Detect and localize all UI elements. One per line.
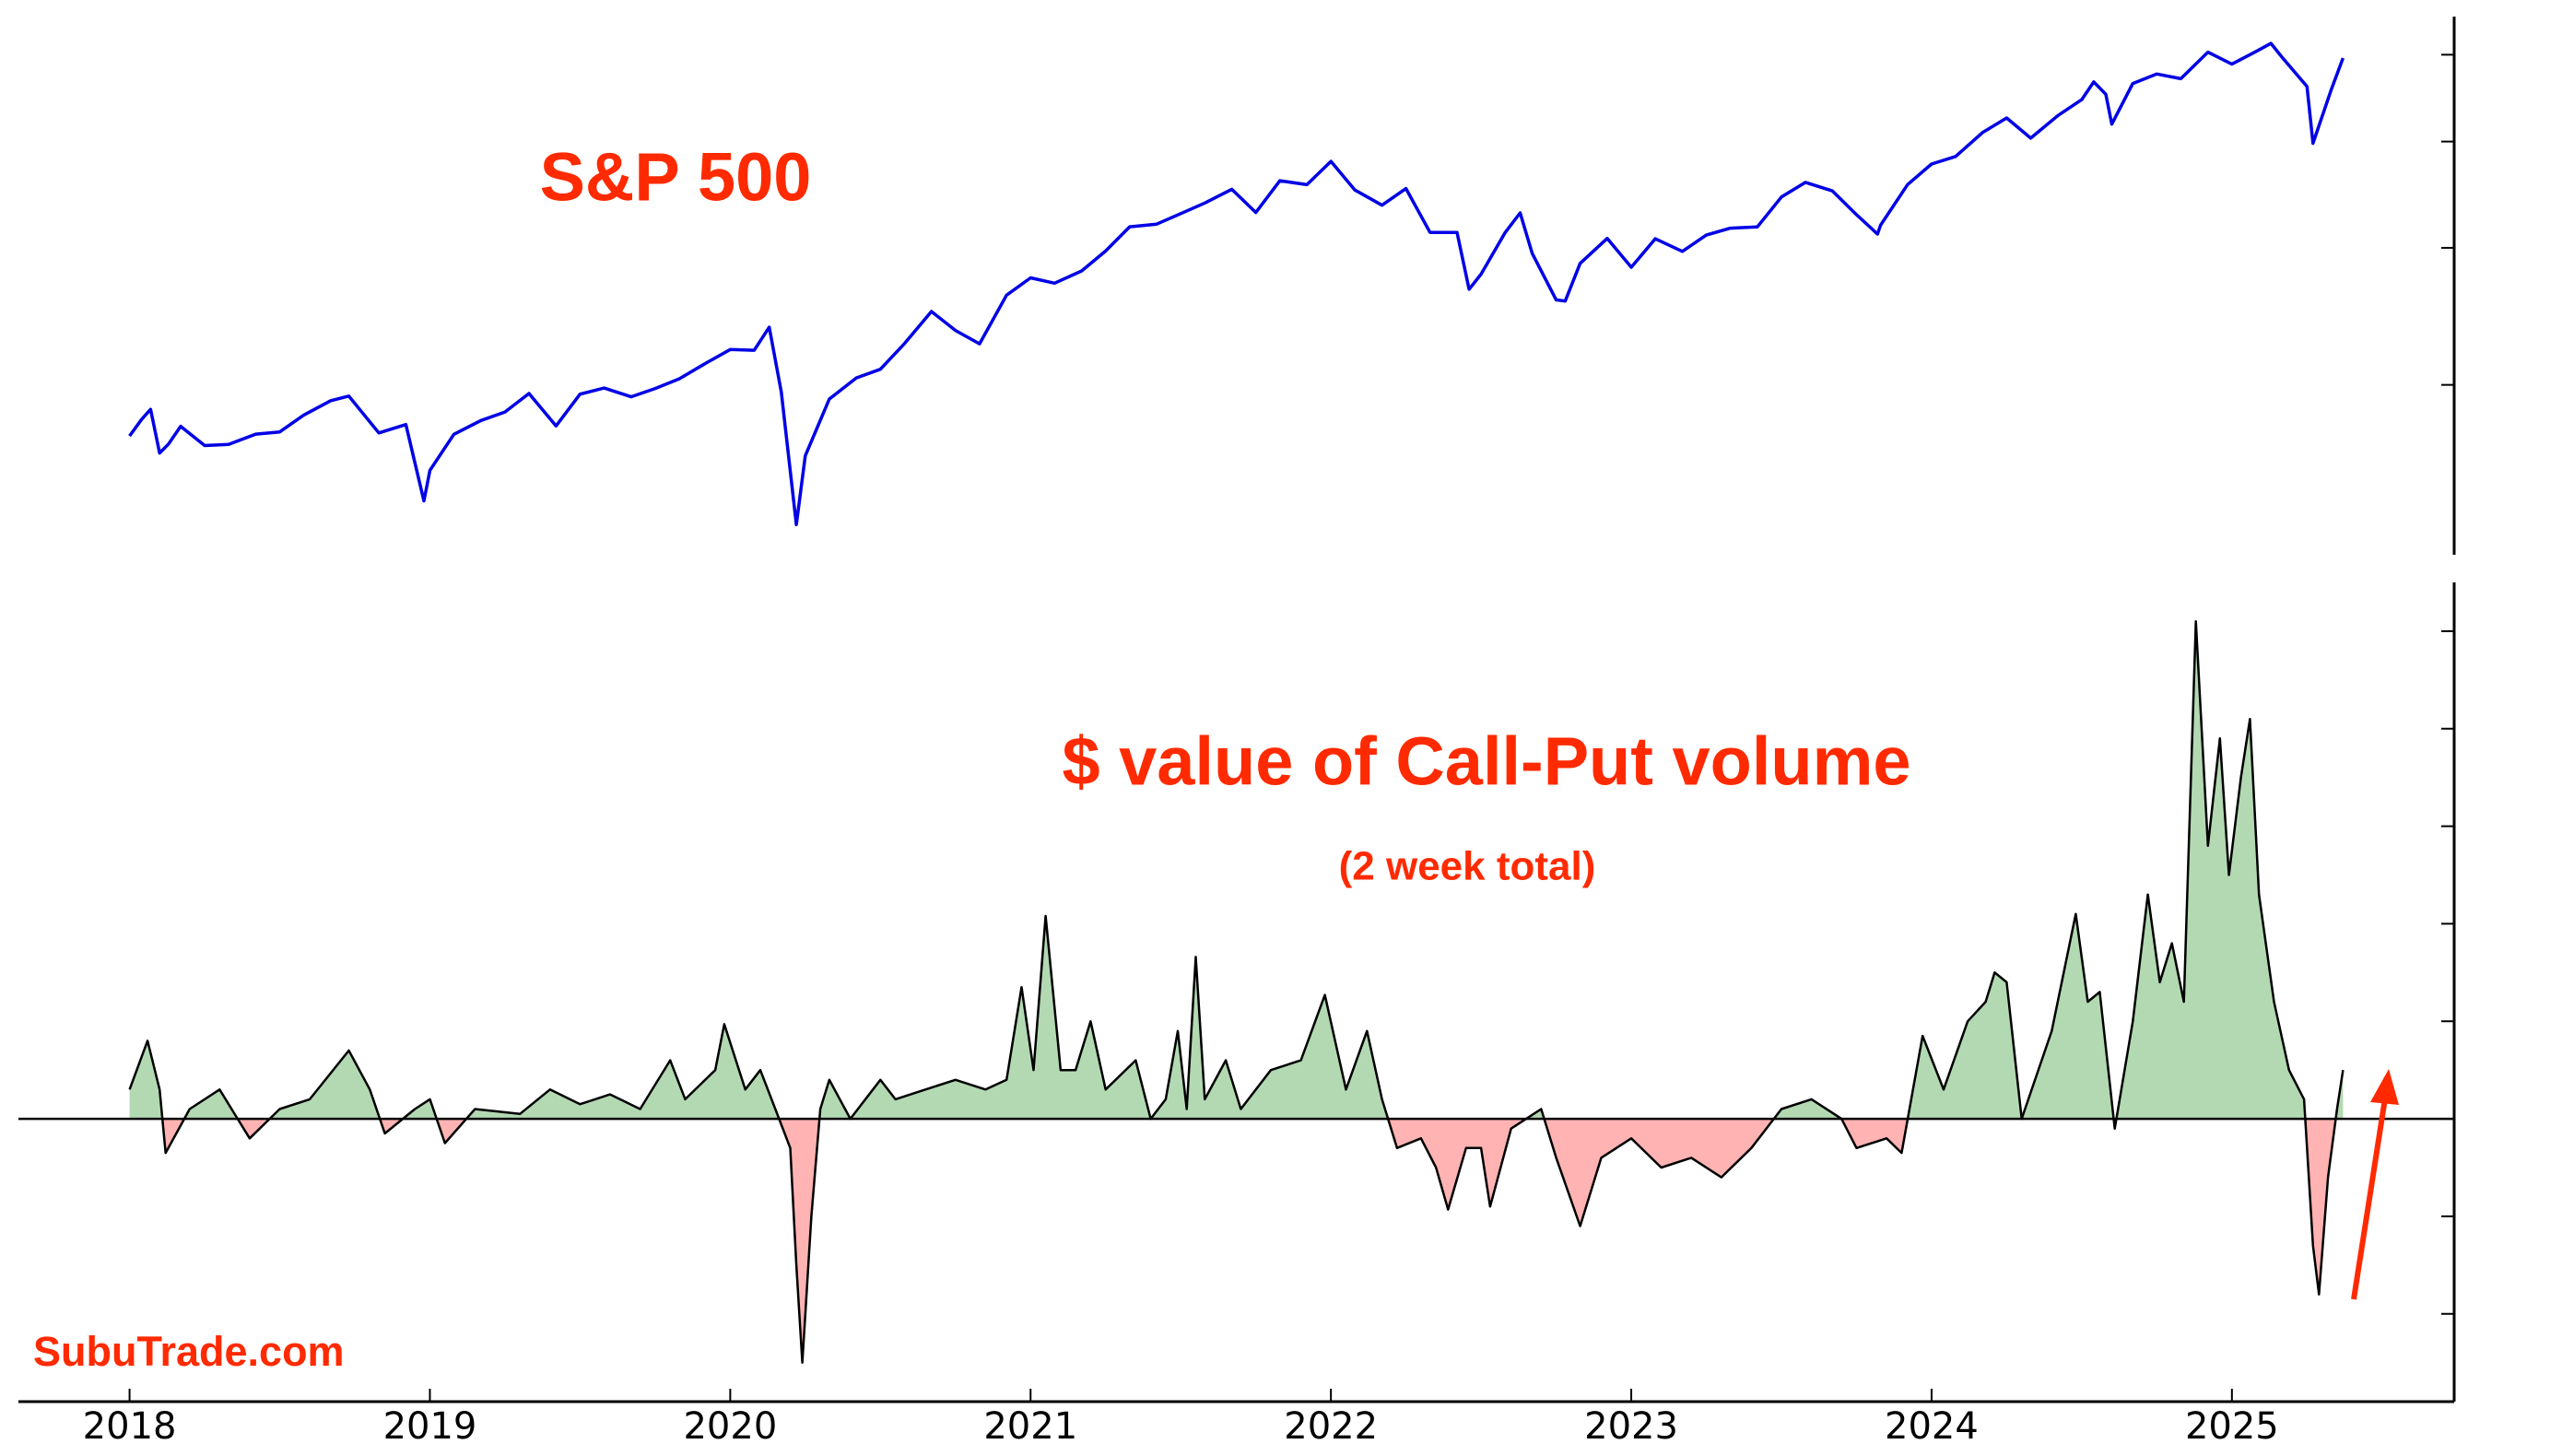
x-tick-label: 2021 (983, 1405, 1077, 1448)
sp500-line (128, 41, 2345, 527)
sp500-title: S&P 500 (540, 139, 812, 216)
x-tick-label: 2018 (83, 1405, 177, 1448)
positive-area (129, 621, 2344, 1120)
x-tick-label: 2024 (1885, 1405, 1979, 1448)
x-tick-label: 2023 (1584, 1405, 1678, 1448)
watermark: SubuTrade.com (33, 1328, 345, 1375)
x-tick-label: 2019 (383, 1405, 477, 1448)
volume-title: $ value of Call-Put volume (1062, 723, 1910, 800)
volume-subtitle: (2 week total) (1339, 844, 1596, 889)
volume-line (128, 620, 2345, 1364)
x-tick-label: 2020 (683, 1405, 777, 1448)
x-tick-label: 2025 (2185, 1405, 2279, 1448)
arrow (2351, 1069, 2399, 1300)
x-tick-label: 2022 (1284, 1405, 1378, 1448)
